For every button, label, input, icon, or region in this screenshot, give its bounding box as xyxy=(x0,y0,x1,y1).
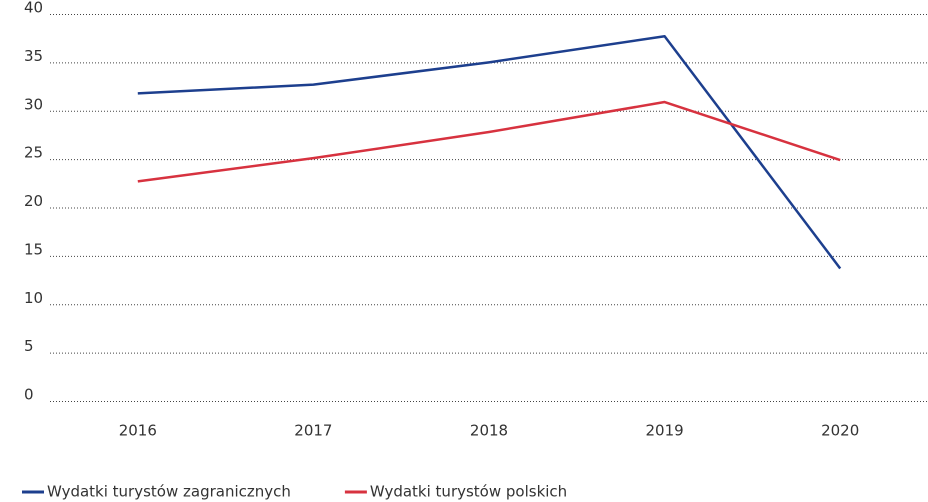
legend-label: Wydatki turystów zagranicznych xyxy=(47,483,291,501)
x-tick-label: 2016 xyxy=(119,422,157,440)
y-tick-label: 25 xyxy=(24,144,43,162)
series-line xyxy=(137,100,841,183)
y-tick-label: 20 xyxy=(24,192,43,210)
y-tick-label: 5 xyxy=(24,337,34,355)
legend-label: Wydatki turystów polskich xyxy=(370,483,567,501)
y-tick-label: 35 xyxy=(24,47,43,65)
series-line xyxy=(137,35,842,270)
x-tick-label: 2019 xyxy=(646,422,684,440)
x-tick-label: 2020 xyxy=(821,422,859,440)
x-tick-label: 2017 xyxy=(294,422,332,440)
y-tick-label: 30 xyxy=(24,95,43,113)
y-tick-label: 0 xyxy=(24,386,34,404)
y-tick-label: 10 xyxy=(24,289,43,307)
y-tick-label: 15 xyxy=(24,240,43,258)
x-tick-label: 2018 xyxy=(470,422,508,440)
y-tick-label: 40 xyxy=(24,0,43,17)
